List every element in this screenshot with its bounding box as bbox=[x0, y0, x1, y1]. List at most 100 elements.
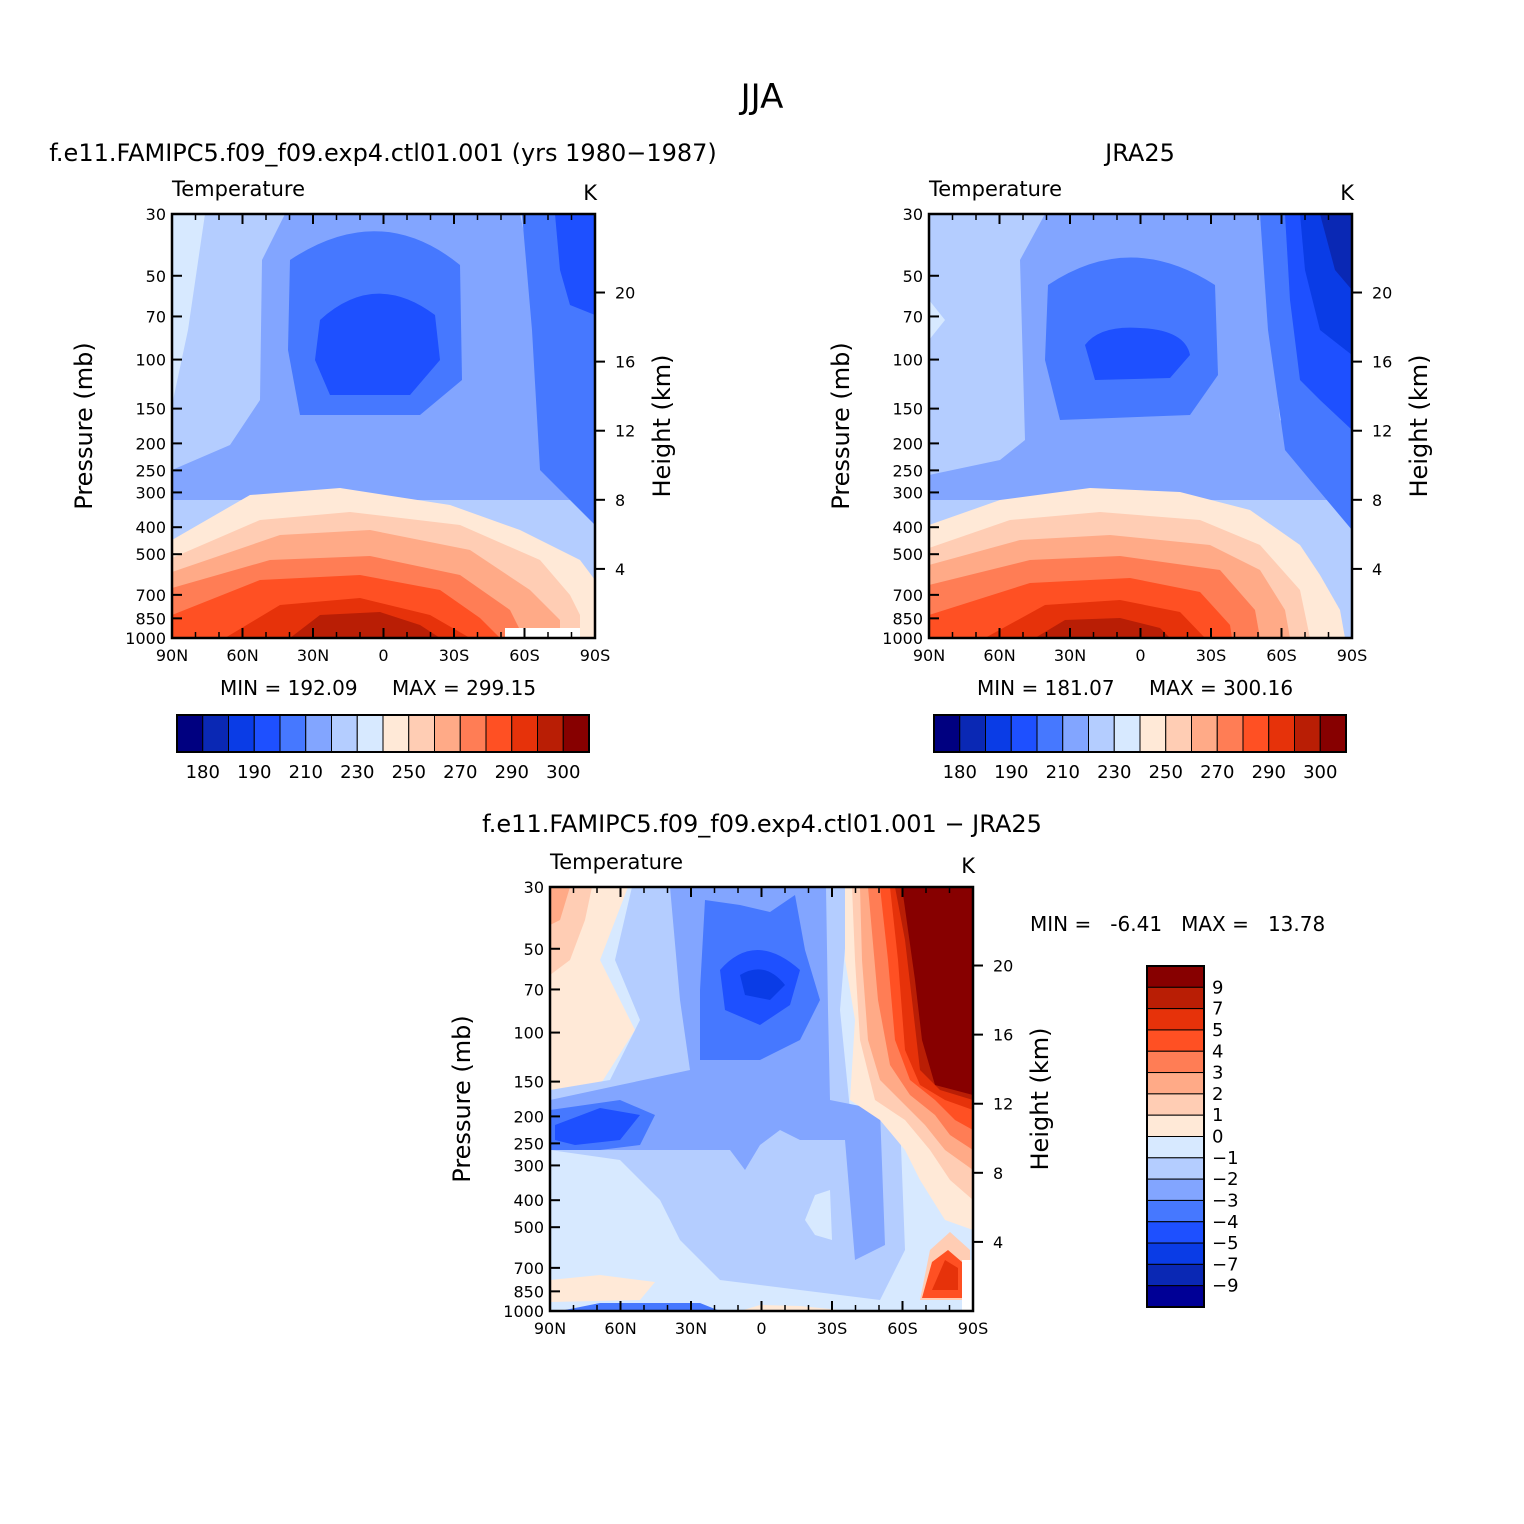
colorbar-box bbox=[434, 714, 461, 753]
band-ffe9-sw bbox=[550, 1275, 655, 1302]
colorbar: 180 190 210 230 250 270 290 300 bbox=[933, 714, 1347, 783]
colorbar: 180 190 210 230 250 270 290 300 bbox=[176, 714, 590, 783]
colorbar-label: 250 bbox=[392, 762, 426, 783]
y-tick-label: 1000 bbox=[125, 629, 166, 648]
y-tick-right-label: 4 bbox=[1372, 560, 1382, 579]
x-tick-label: 60S bbox=[887, 1319, 918, 1338]
y-tick-label: 500 bbox=[135, 545, 166, 564]
x-tick-label: 0 bbox=[756, 1319, 766, 1338]
colorbar-box bbox=[485, 714, 513, 753]
x-tick-label: 90N bbox=[534, 1319, 566, 1338]
y-ticks-right: 4 8 12 16 20 bbox=[595, 284, 635, 579]
y-tick-label: 300 bbox=[135, 483, 166, 502]
y-tick-right-label: 16 bbox=[1372, 353, 1392, 372]
band-ffe9-surface bbox=[740, 1305, 850, 1311]
colorbar-box bbox=[1191, 714, 1218, 753]
x-tick-label: 30N bbox=[675, 1319, 707, 1338]
colorbar-frame bbox=[933, 714, 1347, 753]
band-1e-west bbox=[555, 1108, 640, 1145]
band-1e-center bbox=[315, 293, 440, 395]
colorbar-box bbox=[985, 714, 1012, 753]
y-tick-right-label: 20 bbox=[1372, 284, 1392, 303]
colorbar-box bbox=[382, 714, 410, 753]
y-tick-label: 300 bbox=[892, 483, 923, 502]
contour-field bbox=[172, 214, 595, 638]
x-tick-label: 30S bbox=[1196, 646, 1227, 665]
y-tick-right-label: 12 bbox=[1372, 422, 1392, 441]
x-tick-label: 90S bbox=[580, 646, 611, 665]
y-tick-label: 500 bbox=[892, 545, 923, 564]
panel-model: f.e11.FAMIPC5.f09_f09.exp4.ctl01.001 (yr… bbox=[49, 139, 717, 783]
colorbar-box bbox=[1146, 1008, 1205, 1031]
colorbar-box bbox=[1146, 1136, 1205, 1159]
y-tick-label: 200 bbox=[892, 434, 923, 453]
colorbar-box bbox=[959, 714, 986, 753]
colorbar-label: −7 bbox=[1212, 1254, 1239, 1275]
x-ticks: 90N 60N 30N 0 30S 60S 90S bbox=[913, 214, 1367, 665]
band-8700-east bbox=[902, 887, 973, 1095]
y-axis-label: Pressure (mb) bbox=[827, 342, 855, 509]
diff-stats: MIN = -6.41 MAX = 13.78 bbox=[1030, 912, 1325, 936]
y-axis-label: Pressure (mb) bbox=[448, 1015, 476, 1182]
band-0a28 bbox=[1320, 214, 1352, 290]
x-ticks: 90N 60N 30N 0 30S 60S 90S bbox=[534, 887, 988, 1338]
colorbar-box bbox=[176, 714, 204, 753]
colorbar-label: 3 bbox=[1212, 1063, 1223, 1084]
colorbar-box bbox=[253, 714, 281, 753]
x-tick-label: 90S bbox=[1337, 646, 1368, 665]
colorbar-box bbox=[1146, 1093, 1205, 1116]
y-tick-label: 50 bbox=[903, 267, 923, 286]
colorbar-box bbox=[1036, 714, 1064, 753]
x-tick-label: 30N bbox=[297, 646, 329, 665]
y-tick-label: 400 bbox=[513, 1191, 544, 1210]
y-tick-right-label: 8 bbox=[1372, 491, 1382, 510]
colorbar-label: −1 bbox=[1212, 1148, 1239, 1169]
y-tick-right-label: 4 bbox=[615, 560, 625, 579]
colorbar-box bbox=[1146, 965, 1205, 988]
colorbar-box bbox=[1139, 714, 1167, 753]
y-tick-label: 30 bbox=[903, 205, 923, 224]
colorbar-box bbox=[356, 714, 384, 753]
band-ffaa-west bbox=[550, 887, 570, 925]
colorbar-box bbox=[1216, 714, 1244, 753]
y-tick-label: 200 bbox=[513, 1107, 544, 1126]
variable-label: Temperature bbox=[928, 177, 1062, 201]
y-tick-right-label: 20 bbox=[615, 284, 635, 303]
colorbar-label: 210 bbox=[289, 762, 323, 783]
y-tick-label: 150 bbox=[892, 400, 923, 419]
colorbar-box bbox=[408, 714, 435, 753]
colorbar-box bbox=[1088, 714, 1115, 753]
y-tick-label: 200 bbox=[135, 434, 166, 453]
colorbar-box bbox=[1146, 1157, 1205, 1180]
y-tick-right-label: 12 bbox=[993, 1095, 1013, 1114]
colorbar-box bbox=[1146, 1221, 1205, 1244]
band-46-surface bbox=[560, 1303, 720, 1311]
colorbar-label: −5 bbox=[1212, 1233, 1239, 1254]
colorbar-label: 250 bbox=[1149, 762, 1183, 783]
y-axis-label-right: Height (km) bbox=[1026, 1028, 1054, 1171]
colorbar-box bbox=[1146, 986, 1205, 1010]
colorbar-box bbox=[1146, 1178, 1205, 1201]
x-tick-label: 60S bbox=[1266, 646, 1297, 665]
band-1e-center bbox=[1085, 327, 1190, 380]
colorbar-label: 300 bbox=[546, 762, 580, 783]
colorbar-box bbox=[1268, 714, 1295, 753]
y-tick-label: 50 bbox=[146, 267, 166, 286]
colorbar-box bbox=[1146, 1285, 1205, 1308]
colorbar-label: 290 bbox=[495, 762, 529, 783]
y-tick-label: 850 bbox=[135, 609, 166, 628]
y-tick-label: 250 bbox=[513, 1134, 544, 1153]
y-tick-right-label: 8 bbox=[993, 1164, 1003, 1183]
band-e632-south bbox=[932, 1260, 958, 1290]
colorbar-label: 180 bbox=[943, 762, 977, 783]
colorbar-label: −4 bbox=[1212, 1212, 1239, 1233]
colorbar-box bbox=[562, 714, 590, 753]
y-tick-label: 30 bbox=[146, 205, 166, 224]
colorbar-label: 1 bbox=[1212, 1105, 1223, 1126]
x-tick-label: 0 bbox=[378, 646, 388, 665]
colorbar-label: 7 bbox=[1212, 999, 1223, 1020]
x-tick-label: 30N bbox=[1054, 646, 1086, 665]
